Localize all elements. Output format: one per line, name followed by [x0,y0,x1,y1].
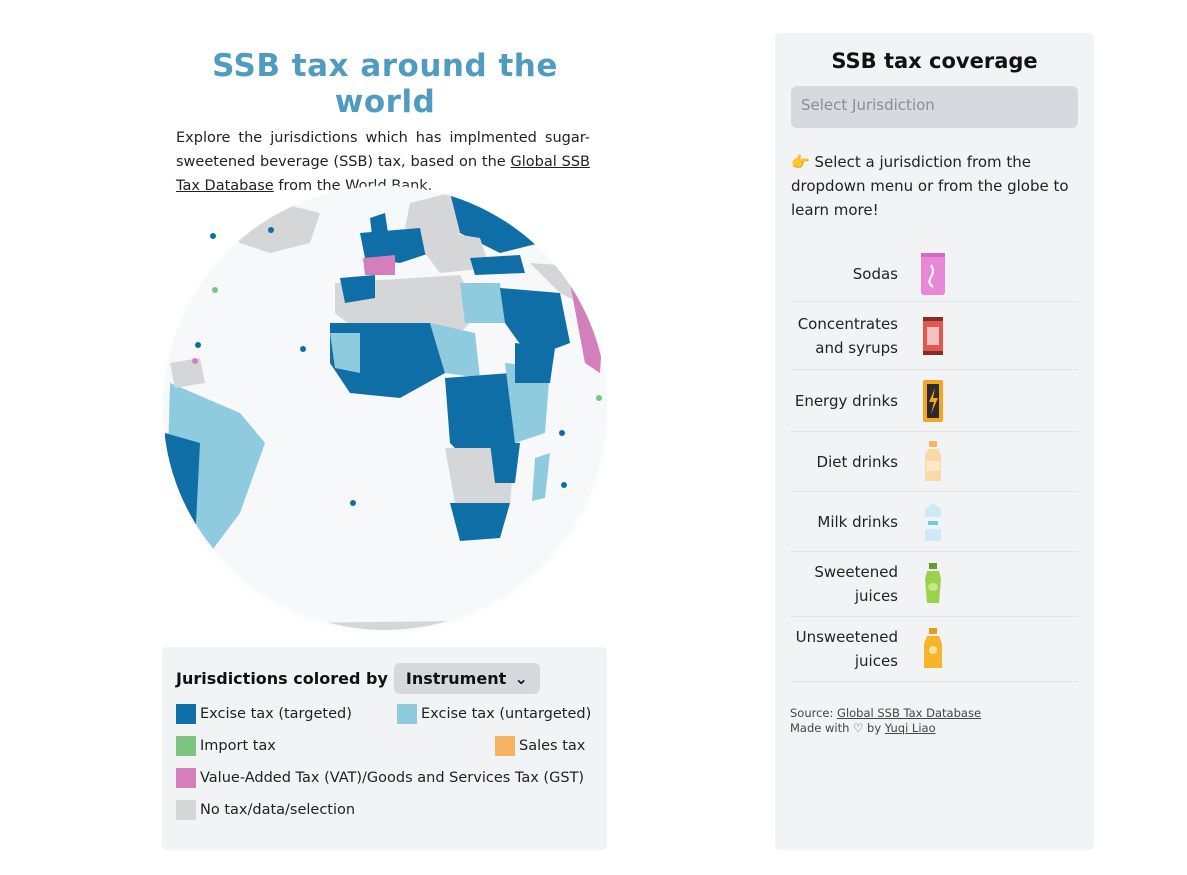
drink-row-sweetened-juice: Sweetened juices [791,552,1078,617]
land-caribbean[interactable] [170,358,205,388]
island-marker[interactable] [212,287,218,293]
land-madagascar[interactable] [532,453,550,501]
legend-label: Excise tax (targeted) [200,706,352,722]
legend-swatch [176,736,196,756]
drink-row-concentrates: Concentrates and syrups [791,302,1078,370]
coverage-panel: SSB tax coverage Select Jurisdiction 👉 S… [775,33,1094,850]
left-column: SSB tax around the world Explore the jur… [160,40,610,198]
legend-swatch [495,736,515,756]
drink-label: Unsweetened juices [795,628,898,670]
legend-heading: Jurisdictions colored by [176,669,388,688]
drink-row-unsweetened-juice: Unsweetened juices [791,617,1078,682]
legend-item-import: Import tax [176,736,276,756]
footer-credits: Source: Global SSB Tax Database Made wit… [790,706,981,736]
island-marker[interactable] [192,358,198,364]
island-marker[interactable] [596,395,602,401]
intro-text: Explore the jurisdictions which has impl… [176,126,590,198]
legend-item-sales: Sales tax [495,736,585,756]
energy-can-icon [923,379,943,422]
island-marker[interactable] [350,500,356,506]
drink-row-sodas: Sodas [791,246,1078,302]
drink-label: Sweetened juices [814,563,898,605]
legend-label: Excise tax (untargeted) [421,706,592,722]
legend-item-excise-untargeted: Excise tax (untargeted) [397,704,591,724]
soda-can-icon [921,252,945,295]
land-uk[interactable] [370,213,388,235]
island-marker[interactable] [268,227,274,233]
legend-swatch [397,704,417,724]
syrup-packet-icon [923,316,943,355]
milk-carton-icon [925,502,941,541]
island-marker[interactable] [210,233,216,239]
globe-map[interactable] [155,181,615,641]
legend-swatch [176,800,196,820]
color-by-select[interactable]: Instrument ⌄ [393,663,540,694]
drink-row-milk: Milk drinks [791,492,1078,552]
island-marker[interactable] [559,430,565,436]
island-marker[interactable] [300,346,306,352]
land-europe-west[interactable] [360,228,430,263]
globe-svg[interactable] [155,181,615,641]
made-prefix: Made with ♡ by [790,721,885,735]
legend-swatch [176,704,196,724]
database-link[interactable]: Global SSB Tax Database [176,154,590,194]
drink-label: Concentrates and syrups [797,314,898,357]
drink-row-energy: Energy drinks [791,370,1078,432]
drink-label: Milk drinks [817,512,898,531]
orange-juice-icon [924,628,942,668]
island-marker[interactable] [195,342,201,348]
author-link[interactable]: Yuqi Liao [884,721,936,735]
legend-label: Sales tax [519,738,586,754]
legend-swatch [176,768,196,788]
legend-label: Value-Added Tax (VAT)/Goods and Services… [200,770,585,786]
diet-bottle-icon [925,440,941,481]
land-west-africa-light[interactable] [330,333,360,373]
legend-label: No tax/data/selection [200,802,356,818]
island-marker[interactable] [561,482,567,488]
jurisdiction-select[interactable]: Select Jurisdiction [791,86,1078,128]
legend-heading-row: Jurisdictions colored by Instrument ⌄ [176,663,593,694]
drink-label: Diet drinks [816,452,898,471]
legend-panel: Jurisdictions colored by Instrument ⌄ Ex… [162,647,607,850]
legend-item-excise-targeted: Excise tax (targeted) [176,704,352,724]
juice-bottle-icon [925,563,941,603]
source-link[interactable]: Global SSB Tax Database [837,706,982,720]
source-line: Source: Global SSB Tax Database [790,706,981,721]
land-mozambique[interactable] [490,443,520,483]
land-south-tip[interactable] [450,503,510,541]
color-by-value: Instrument [405,669,507,688]
legend-item-vat: Value-Added Tax (VAT)/Goods and Services… [176,768,584,788]
land-turkey[interactable] [470,255,525,275]
land-arabia[interactable] [500,288,570,358]
land-spain[interactable] [363,255,395,275]
land-morocco[interactable] [340,275,375,303]
legend-item-none: No tax/data/selection [176,800,355,820]
legend-label: Import tax [200,738,276,754]
land-egypt[interactable] [460,283,505,323]
drink-label: Sodas [852,264,898,283]
panel-title: SSB tax coverage [831,49,1038,73]
page-title: SSB tax around the world [212,48,558,120]
chevron-down-icon: ⌄ [514,669,528,688]
land-ethiopia[interactable] [515,343,555,383]
source-prefix: Source: [790,706,838,720]
land-sahel[interactable] [430,323,480,378]
drink-label: Energy drinks [794,391,898,410]
intro-text-start: Explore the jurisdictions which has impl… [176,130,590,170]
select-hint: 👉 Select a jurisdiction from the dropdow… [791,153,1069,219]
made-with-line: Made with ♡ by Yuqi Liao [790,721,981,736]
drink-list: Sodas Concentrates and syrups Energy dri… [791,246,1078,682]
drink-row-diet: Diet drinks [791,432,1078,492]
